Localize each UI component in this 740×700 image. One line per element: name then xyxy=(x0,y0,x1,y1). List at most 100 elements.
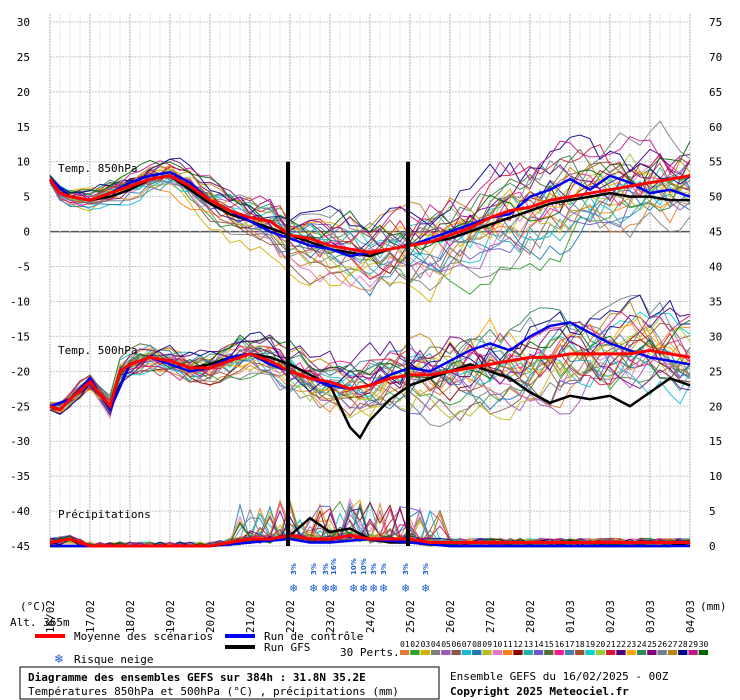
snowflake-icon: ❄ xyxy=(309,582,318,595)
pert-legend-swatch xyxy=(421,650,430,655)
x-tick-label: 25/02 xyxy=(404,600,417,633)
legend-mean-swatch xyxy=(35,634,65,638)
y-left-tick-label: -40 xyxy=(10,505,30,518)
y-left-tick-label: -25 xyxy=(10,400,30,413)
y-right-tick-label: 70 xyxy=(709,51,722,64)
pert-legend-label: 09 xyxy=(482,640,492,649)
x-tick-label: 20/02 xyxy=(204,600,217,633)
legend-snow-label: Risque neige xyxy=(74,653,153,666)
snow-risk-percent: 3% xyxy=(290,563,298,575)
x-tick-label: 02/03 xyxy=(604,600,617,633)
snow-risk-percent: 3% xyxy=(422,563,430,575)
snowflake-icon: ❄ xyxy=(359,582,368,595)
x-tick-label: 22/02 xyxy=(284,600,297,633)
y-right-tick-label: 55 xyxy=(709,156,722,169)
pert-legend-swatch xyxy=(616,650,625,655)
pert-legend-swatch xyxy=(503,650,512,655)
snow-risk-marker: 3% ❄ xyxy=(379,563,388,595)
pert-legend-swatch xyxy=(410,650,419,655)
pert-legend-swatch xyxy=(637,650,646,655)
pert-legend-label: 17 xyxy=(565,640,575,649)
snow-risk-marker: 10% ❄ xyxy=(359,558,368,595)
snow-risk-percent: 3% xyxy=(380,563,388,575)
snow-risk-marker: 3% ❄ xyxy=(369,563,378,595)
y-left-tick-label: -20 xyxy=(10,365,30,378)
y-left-tick-label: 10 xyxy=(17,156,30,169)
snow-risk-percent: 3% xyxy=(310,563,318,575)
panel-label-precip: Précipitations xyxy=(58,508,151,521)
snowflake-icon: ❄ xyxy=(369,582,378,595)
pert-legend-label: 16 xyxy=(555,640,565,649)
pert-legend-swatch xyxy=(647,650,656,655)
y-right-tick-label: 75 xyxy=(709,16,722,29)
copyright: Copyright 2025 Meteociel.fr xyxy=(450,685,629,698)
pert-legend-label: 10 xyxy=(493,640,503,649)
snow-risk-marker: 3% ❄ xyxy=(421,563,430,595)
pert-legend-label: 08 xyxy=(472,640,482,649)
pert-legend-swatch xyxy=(482,650,491,655)
pert-legend-swatch xyxy=(668,650,677,655)
y-right-tick-label: 40 xyxy=(709,261,722,274)
snow-risk-percent: 3% xyxy=(370,563,378,575)
pert-legend-label: 06 xyxy=(452,640,462,649)
pert-legend-swatch xyxy=(544,650,553,655)
pert-legend-swatch xyxy=(596,650,605,655)
snowflake-icon: ❄ xyxy=(379,582,388,595)
snowflake-icon: ❄ xyxy=(54,652,64,666)
y-right-tick-label: 5 xyxy=(709,505,716,518)
legend-perts-label: 30 Perts. xyxy=(340,646,400,659)
pert-legend-label: 11 xyxy=(503,640,513,649)
pert-legend-swatch xyxy=(493,650,502,655)
snow-risk-marker: 3% ❄ xyxy=(309,563,318,595)
snowflake-icon: ❄ xyxy=(289,582,298,595)
y-right-tick-label: 30 xyxy=(709,330,722,343)
pert-legend-label: 20 xyxy=(596,640,606,649)
altitude-label: Alt. 365m xyxy=(10,616,70,629)
pert-legend-label: 15 xyxy=(544,640,554,649)
y-left-tick-label: -15 xyxy=(10,330,30,343)
y-right-tick-label: 45 xyxy=(709,226,722,239)
x-tick-label: 27/02 xyxy=(484,600,497,633)
left-unit-label: (°C) xyxy=(20,600,47,613)
y-left-tick-label: 30 xyxy=(17,16,30,29)
y-left-tick-label: -5 xyxy=(17,261,30,274)
panel-label-t500: Temp. 500hPa xyxy=(58,344,137,357)
pert-legend-swatch xyxy=(565,650,574,655)
y-left-tick-label: -45 xyxy=(10,540,30,553)
pert-legend-label: 21 xyxy=(606,640,616,649)
pert-legend-swatch xyxy=(575,650,584,655)
legend-mean-label: Moyenne des scénarios xyxy=(74,630,213,643)
y-right-tick-label: 60 xyxy=(709,121,722,134)
pert-legend-label: 02 xyxy=(410,640,420,649)
y-right-tick-label: 65 xyxy=(709,86,722,99)
snow-risk-marker: 10% ❄ xyxy=(349,558,358,595)
x-tick-label: 21/02 xyxy=(244,600,257,633)
snow-risk-marker: 16%❄ xyxy=(329,558,338,595)
y-right-tick-label: 35 xyxy=(709,295,722,308)
pert-legend-swatch xyxy=(452,650,461,655)
x-tick-label: 28/02 xyxy=(524,600,537,633)
pert-legend-label: 14 xyxy=(534,640,544,649)
snow-risk-percent: 16% xyxy=(330,558,338,575)
legend-gfs-label: Run GFS xyxy=(264,641,310,654)
snow-risk-percent: 3% xyxy=(402,563,410,575)
snow-risk-marker: 3% ❄ xyxy=(289,563,298,595)
y-right-tick-label: 15 xyxy=(709,435,722,448)
snow-risk-percent: 10% xyxy=(350,558,358,575)
pert-legend-swatch xyxy=(400,650,409,655)
pert-legend-swatch xyxy=(678,650,687,655)
pert-legend-label: 18 xyxy=(575,640,585,649)
snowflake-icon: ❄ xyxy=(421,582,430,595)
pert-legend-label: 29 xyxy=(688,640,698,649)
legend-gfs-swatch xyxy=(225,645,255,649)
y-right-tick-label: 10 xyxy=(709,470,722,483)
snow-risk-percent: 3% xyxy=(322,563,330,575)
perturbation-legend: 01 02 03 04 05 06 07 08 09 10 11 12 13 14 15 16 17 18 19 20… xyxy=(400,640,709,655)
snowflake-icon: ❄ xyxy=(349,582,358,595)
pert-legend-label: 25 xyxy=(647,640,657,649)
pert-legend-label: 28 xyxy=(678,640,688,649)
pert-legend-swatch xyxy=(513,650,522,655)
pert-legend-label: 05 xyxy=(441,640,451,649)
y-left-tick-label: 25 xyxy=(17,51,30,64)
legend-control-swatch xyxy=(225,634,255,638)
